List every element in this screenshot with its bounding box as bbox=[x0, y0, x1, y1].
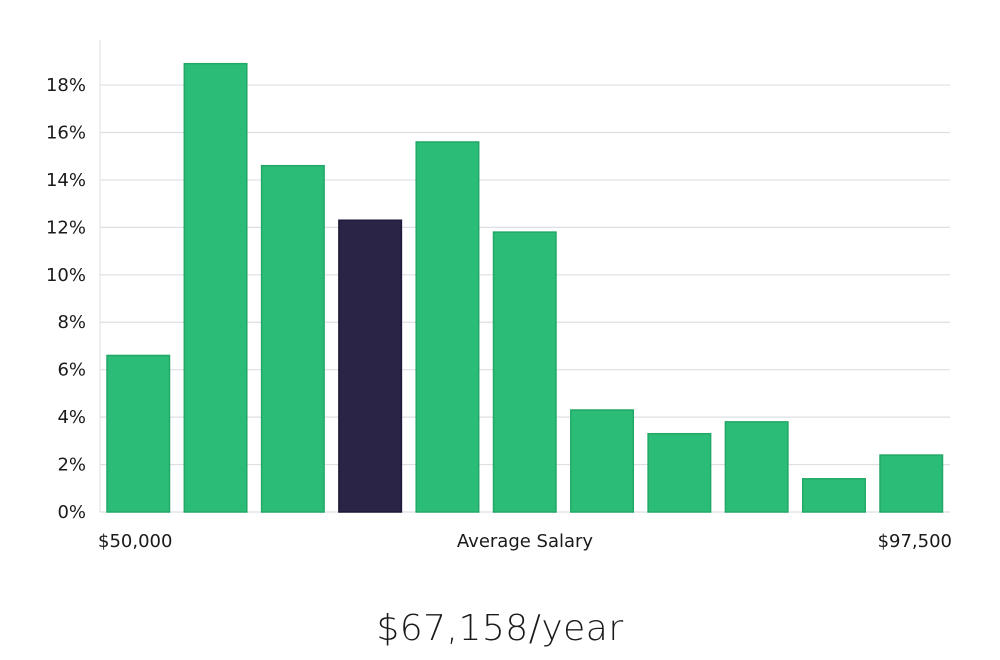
bar bbox=[492, 231, 557, 513]
bar bbox=[647, 432, 712, 513]
salary-histogram-chart: 0% 2% 4% 6% 8% 10% 12% 14% 16% 18% $50,000 Averag… bbox=[46, 40, 952, 552]
bars bbox=[106, 62, 944, 513]
x-axis-start-label: $50,000 bbox=[98, 531, 172, 552]
average-salary-value: $67,158/year bbox=[376, 608, 624, 649]
bar bbox=[106, 354, 171, 513]
bar bbox=[260, 164, 325, 513]
x-axis-end-label: $97,500 bbox=[878, 531, 952, 552]
bar-highlighted bbox=[338, 219, 403, 513]
bar bbox=[183, 62, 248, 513]
y-tick-label: 4% bbox=[57, 407, 86, 428]
x-axis-title: Average Salary bbox=[457, 531, 594, 552]
y-tick-label: 8% bbox=[57, 312, 86, 333]
bar bbox=[724, 421, 789, 513]
y-tick-label: 10% bbox=[46, 265, 86, 286]
bar bbox=[570, 409, 635, 513]
bar bbox=[801, 478, 866, 513]
y-axis-tick-labels: 0% 2% 4% 6% 8% 10% 12% 14% 16% 18% bbox=[46, 75, 86, 523]
y-tick-label: 12% bbox=[46, 217, 86, 238]
bar bbox=[415, 141, 480, 513]
bar bbox=[879, 454, 944, 513]
y-tick-label: 18% bbox=[46, 75, 86, 96]
y-tick-label: 14% bbox=[46, 170, 86, 191]
y-tick-label: 16% bbox=[46, 122, 86, 143]
y-tick-label: 0% bbox=[57, 502, 86, 523]
y-tick-label: 2% bbox=[57, 455, 86, 476]
y-tick-label: 6% bbox=[57, 360, 86, 381]
